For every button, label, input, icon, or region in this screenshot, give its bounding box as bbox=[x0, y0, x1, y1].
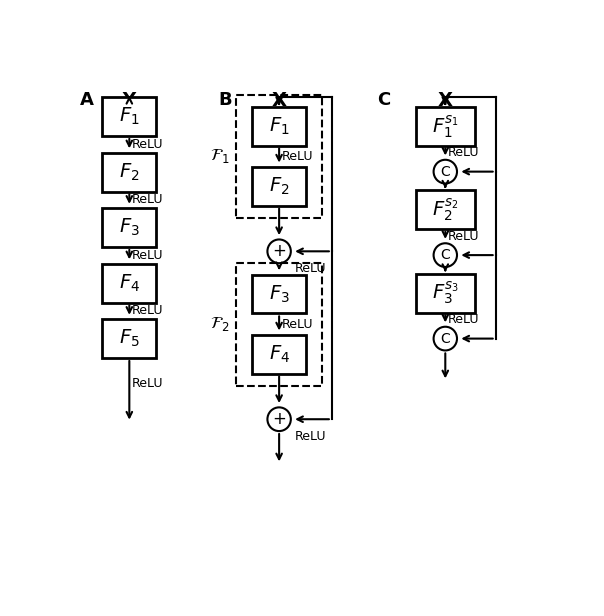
FancyBboxPatch shape bbox=[103, 264, 156, 302]
Circle shape bbox=[434, 243, 457, 267]
Text: +: + bbox=[272, 242, 286, 261]
Text: ReLU: ReLU bbox=[132, 193, 163, 206]
Circle shape bbox=[434, 326, 457, 351]
FancyBboxPatch shape bbox=[416, 107, 475, 145]
Circle shape bbox=[268, 240, 291, 263]
FancyBboxPatch shape bbox=[416, 274, 475, 312]
Text: A: A bbox=[80, 91, 94, 108]
Text: $\mathbf{X}$: $\mathbf{X}$ bbox=[437, 91, 454, 110]
Text: $F_3^{s_3}$: $F_3^{s_3}$ bbox=[432, 280, 459, 307]
Text: ReLU: ReLU bbox=[448, 313, 479, 326]
Text: $F_1$: $F_1$ bbox=[269, 115, 289, 137]
FancyBboxPatch shape bbox=[103, 97, 156, 136]
Text: ReLU: ReLU bbox=[281, 318, 313, 331]
Text: ReLU: ReLU bbox=[281, 150, 313, 163]
Text: $F_4$: $F_4$ bbox=[269, 344, 290, 365]
Text: C: C bbox=[378, 91, 391, 108]
FancyBboxPatch shape bbox=[103, 153, 156, 192]
Text: C: C bbox=[440, 164, 450, 179]
FancyBboxPatch shape bbox=[252, 167, 306, 206]
Text: ReLU: ReLU bbox=[132, 376, 163, 390]
Text: $F_5$: $F_5$ bbox=[119, 328, 140, 349]
Text: ReLU: ReLU bbox=[132, 304, 163, 317]
Text: +: + bbox=[272, 410, 286, 428]
Circle shape bbox=[268, 407, 291, 431]
Text: ReLU: ReLU bbox=[448, 230, 479, 243]
Text: $\mathcal{F}_1$: $\mathcal{F}_1$ bbox=[210, 147, 229, 165]
FancyBboxPatch shape bbox=[252, 107, 306, 145]
Text: ReLU: ReLU bbox=[295, 262, 326, 275]
Text: ReLU: ReLU bbox=[132, 138, 163, 151]
Text: $F_2^{s_2}$: $F_2^{s_2}$ bbox=[432, 196, 458, 223]
Text: B: B bbox=[218, 91, 232, 108]
Text: $F_3$: $F_3$ bbox=[119, 217, 140, 238]
Text: $\mathbf{X}$: $\mathbf{X}$ bbox=[121, 91, 138, 110]
Text: ReLU: ReLU bbox=[295, 430, 326, 444]
FancyBboxPatch shape bbox=[103, 319, 156, 358]
Text: $F_2$: $F_2$ bbox=[269, 176, 289, 197]
FancyBboxPatch shape bbox=[416, 190, 475, 229]
Text: $F_4$: $F_4$ bbox=[119, 272, 140, 294]
Text: $F_1^{s_1}$: $F_1^{s_1}$ bbox=[432, 113, 458, 139]
FancyBboxPatch shape bbox=[252, 275, 306, 314]
Text: $F_2$: $F_2$ bbox=[119, 161, 140, 183]
FancyBboxPatch shape bbox=[252, 334, 306, 374]
Text: $\mathbf{X}$: $\mathbf{X}$ bbox=[271, 91, 288, 110]
Text: $\mathcal{F}_2$: $\mathcal{F}_2$ bbox=[210, 315, 229, 333]
Text: $F_3$: $F_3$ bbox=[269, 283, 289, 305]
Text: ReLU: ReLU bbox=[448, 146, 479, 159]
Text: C: C bbox=[440, 248, 450, 262]
Text: C: C bbox=[440, 331, 450, 346]
Text: ReLU: ReLU bbox=[132, 249, 163, 262]
Circle shape bbox=[434, 160, 457, 184]
FancyBboxPatch shape bbox=[103, 208, 156, 247]
Text: $F_1$: $F_1$ bbox=[119, 106, 140, 128]
